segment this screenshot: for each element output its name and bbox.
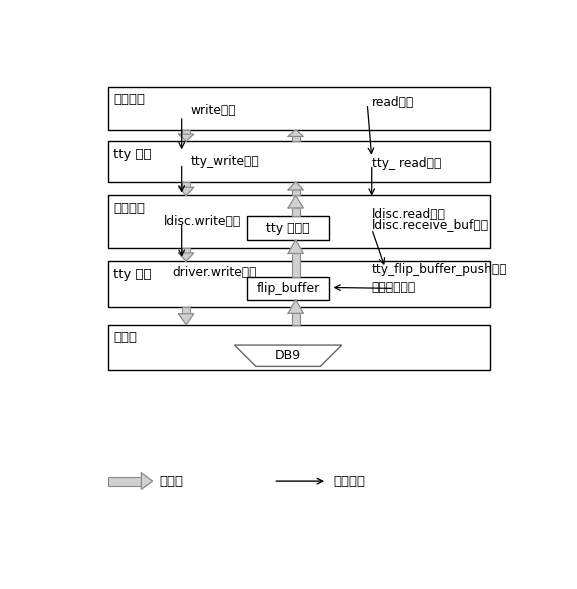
Bar	[291, 137, 300, 141]
Text: 线路规程: 线路规程	[113, 202, 145, 215]
Bar	[108, 87, 490, 130]
Bar	[291, 208, 300, 216]
Bar	[182, 182, 190, 187]
Polygon shape	[288, 240, 304, 253]
Text: DB9: DB9	[275, 349, 301, 362]
Text: tty_flip_buffer_push（）: tty_flip_buffer_push（）	[372, 263, 507, 276]
Bar	[108, 141, 490, 182]
Bar	[291, 313, 300, 325]
Polygon shape	[178, 253, 194, 261]
Bar	[108, 261, 490, 306]
Text: ldisc.read（）: ldisc.read（）	[372, 209, 445, 221]
Text: ldisc.receive_buf（）: ldisc.receive_buf（）	[372, 219, 489, 231]
Bar	[182, 247, 190, 253]
Text: 用户空间: 用户空间	[113, 93, 145, 107]
Text: write（）: write（）	[190, 104, 236, 117]
Polygon shape	[288, 300, 304, 313]
Polygon shape	[141, 473, 152, 489]
Polygon shape	[178, 314, 194, 325]
Text: tty 驱动: tty 驱动	[113, 268, 152, 281]
Bar	[182, 130, 190, 134]
Bar	[108, 477, 141, 485]
Bar	[182, 306, 190, 314]
Text: 函数调用: 函数调用	[334, 475, 366, 488]
Text: tty_write（）: tty_write（）	[190, 155, 260, 168]
Text: driver.write（）: driver.write（）	[173, 266, 257, 279]
Bar	[291, 253, 300, 277]
Text: ldisc.write（）: ldisc.write（）	[164, 215, 241, 228]
Text: tty 缓冲区: tty 缓冲区	[266, 221, 310, 234]
Text: 中断处理函数: 中断处理函数	[372, 282, 416, 294]
Polygon shape	[234, 345, 342, 366]
Polygon shape	[178, 187, 194, 196]
Text: 硬件层: 硬件层	[113, 332, 137, 345]
Polygon shape	[288, 196, 304, 208]
Text: 数据流: 数据流	[159, 475, 183, 488]
Bar	[291, 190, 300, 196]
Text: read（）: read（）	[372, 97, 414, 110]
Text: tty 核心: tty 核心	[113, 148, 152, 161]
Bar	[246, 277, 329, 300]
Text: flip_buffer: flip_buffer	[256, 282, 320, 295]
Bar	[108, 196, 490, 247]
Bar	[246, 216, 329, 240]
Polygon shape	[178, 134, 194, 141]
Polygon shape	[288, 130, 304, 137]
Polygon shape	[288, 182, 304, 190]
Text: tty_ read（）: tty_ read（）	[372, 157, 441, 170]
Bar	[108, 325, 490, 370]
